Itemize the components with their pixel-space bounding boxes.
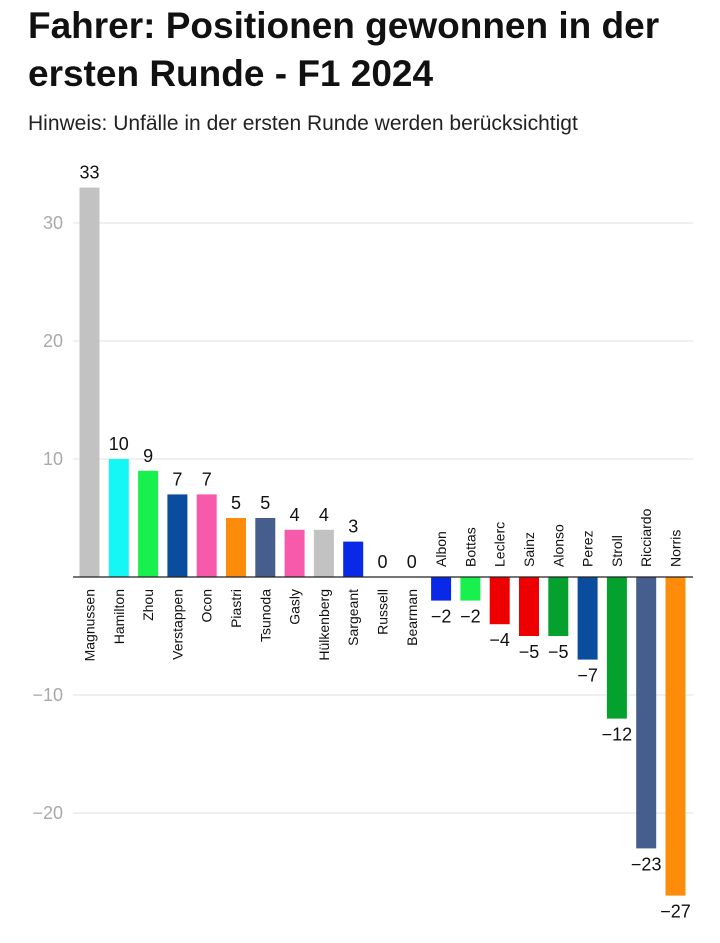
- category-label: Hülkenberg: [316, 589, 332, 661]
- bar: [108, 459, 129, 577]
- bar: [606, 577, 627, 719]
- category-label: Albon: [433, 531, 449, 567]
- category-label: Magnussen: [82, 589, 98, 661]
- data-label: 10: [109, 434, 129, 454]
- data-label: −5: [519, 642, 540, 662]
- bar: [519, 577, 539, 636]
- data-label: −5: [548, 642, 569, 662]
- bar: [313, 529, 334, 577]
- data-label: −23: [631, 854, 662, 874]
- bar: [79, 187, 100, 577]
- data-label: −2: [460, 607, 481, 627]
- data-label: −27: [660, 902, 691, 922]
- bar: [196, 494, 217, 577]
- category-label: Bottas: [462, 527, 478, 567]
- data-label: 33: [79, 163, 99, 183]
- data-label: 9: [143, 446, 153, 466]
- category-label: Bearman: [404, 589, 420, 646]
- category-label: Piastri: [228, 589, 244, 628]
- category-label: Ocon: [199, 589, 215, 622]
- bar: [284, 529, 305, 577]
- category-label: Ricciardo: [638, 508, 654, 567]
- bar: [636, 577, 657, 849]
- category-label: Perez: [580, 530, 596, 567]
- data-label: −2: [431, 607, 452, 627]
- bar: [343, 541, 364, 577]
- bar: [431, 577, 452, 601]
- data-label: 0: [377, 552, 387, 572]
- bar: [489, 577, 510, 625]
- bar: [226, 518, 246, 577]
- category-label: Leclerc: [492, 522, 508, 567]
- y-tick-label: 30: [43, 213, 63, 233]
- category-label: Sargeant: [345, 589, 361, 646]
- y-tick-label: −10: [32, 685, 63, 705]
- chart-subtitle: Hinweis: Unfälle in der ersten Runde wer…: [28, 112, 578, 135]
- data-label: 3: [348, 517, 358, 537]
- bar: [255, 518, 276, 577]
- data-label: 4: [290, 505, 300, 525]
- bar: [577, 577, 598, 660]
- category-label: Zhou: [140, 589, 156, 621]
- data-label: 5: [231, 493, 241, 513]
- data-label: −7: [577, 666, 598, 686]
- bar: [548, 577, 569, 636]
- bar: [665, 577, 686, 896]
- data-label: 7: [172, 469, 182, 489]
- data-label: 7: [202, 469, 212, 489]
- data-label: −4: [489, 630, 510, 650]
- data-label: 4: [319, 505, 329, 525]
- category-label: Tsunoda: [257, 589, 273, 642]
- y-tick-label: 10: [43, 449, 63, 469]
- bar: [460, 577, 481, 601]
- category-label: Sainz: [521, 532, 537, 567]
- category-label: Verstappen: [169, 589, 185, 660]
- y-tick-label: 20: [43, 331, 63, 351]
- bar: [138, 470, 159, 577]
- category-label: Russell: [375, 589, 391, 635]
- data-label: 5: [260, 493, 270, 513]
- category-label: Alonso: [550, 524, 566, 567]
- category-label: Hamilton: [111, 589, 127, 644]
- bar: [167, 494, 188, 577]
- chart-title: Fahrer: Positionen gewonnen in der erste…: [28, 5, 660, 94]
- category-label: Gasly: [287, 589, 303, 625]
- category-label: Norris: [668, 530, 684, 567]
- data-label: −12: [602, 725, 633, 745]
- y-tick-label: −20: [32, 803, 63, 823]
- category-label: Stroll: [609, 535, 625, 567]
- data-label: 0: [407, 552, 417, 572]
